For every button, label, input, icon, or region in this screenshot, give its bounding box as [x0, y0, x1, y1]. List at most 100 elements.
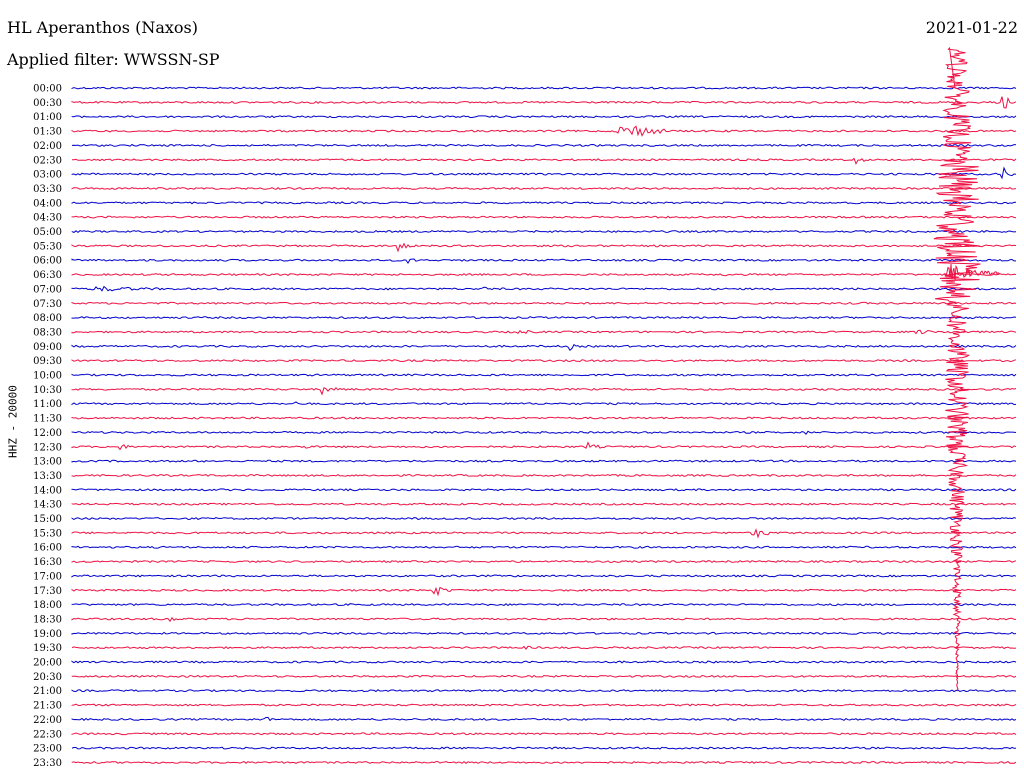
time-label: 13:00 — [33, 457, 62, 468]
filter-label: Applied filter: WWSSN-SP — [7, 50, 220, 69]
trace-line — [71, 430, 1017, 435]
trace-line — [71, 386, 1017, 396]
trace-line — [71, 631, 1017, 635]
trace-line — [71, 528, 1017, 539]
trace-line — [71, 301, 1017, 305]
time-label: 22:00 — [33, 715, 62, 726]
trace-line — [71, 586, 1017, 597]
trace-line — [71, 516, 1017, 520]
trace-line — [71, 166, 1017, 180]
trace-line — [71, 560, 1017, 564]
trace-line — [71, 343, 1017, 351]
time-label: 17:30 — [33, 586, 62, 597]
time-label: 23:00 — [33, 744, 62, 755]
trace-line — [71, 359, 1017, 363]
trace-line — [71, 285, 1017, 292]
time-label: 19:00 — [33, 629, 62, 640]
trace-line — [71, 229, 1017, 234]
time-label: 12:00 — [33, 428, 62, 439]
trace-line — [71, 215, 1017, 219]
trace-line — [71, 157, 1017, 165]
trace-line — [71, 258, 1016, 265]
time-label: 20:30 — [33, 672, 62, 683]
time-label: 13:30 — [33, 471, 62, 482]
trace-line — [71, 473, 1017, 477]
time-label: 09:00 — [33, 342, 62, 353]
time-label: 07:00 — [33, 284, 62, 295]
time-label: 15:00 — [33, 514, 62, 525]
trace-line — [71, 603, 1017, 607]
time-label: 10:00 — [33, 371, 62, 382]
earthquake-trace — [933, 46, 981, 692]
time-label: 06:30 — [33, 270, 62, 281]
time-label: 22:30 — [33, 729, 62, 740]
time-label: 11:00 — [33, 399, 62, 410]
time-label: 16:00 — [33, 543, 62, 554]
trace-line — [71, 373, 1017, 377]
time-label: 06:00 — [33, 256, 62, 267]
trace-line — [71, 86, 1017, 90]
time-label: 00:30 — [33, 98, 62, 109]
time-label: 02:30 — [33, 155, 62, 166]
time-label: 23:30 — [33, 758, 62, 769]
time-label: 05:00 — [33, 227, 62, 238]
trace-line — [71, 125, 1017, 137]
time-label: 00:00 — [33, 84, 62, 95]
trace-line — [71, 645, 1017, 650]
time-label: 02:00 — [33, 141, 62, 152]
station-title: HL Aperanthos (Naxos) — [7, 18, 198, 37]
trace-line — [71, 416, 1017, 420]
time-label: 18:30 — [33, 614, 62, 625]
earthquake-coda — [944, 263, 1001, 281]
trace-line — [71, 732, 1017, 736]
time-label: 05:30 — [33, 241, 62, 252]
time-label: 21:00 — [33, 686, 62, 697]
trace-line — [71, 502, 1017, 506]
time-label: 01:00 — [33, 112, 62, 123]
trace-line — [71, 143, 1017, 147]
trace-line — [71, 329, 1017, 335]
trace-line — [71, 746, 1016, 750]
trace-line — [71, 459, 1017, 463]
trace-line — [71, 441, 1017, 451]
trace-line — [71, 703, 1017, 707]
trace-line — [71, 316, 1017, 320]
trace-line — [71, 401, 1017, 406]
time-label: 10:30 — [33, 385, 62, 396]
record-date: 2021-01-22 — [925, 18, 1018, 37]
time-label: 16:30 — [33, 557, 62, 568]
trace-line — [71, 96, 1017, 109]
trace-lines — [71, 86, 1017, 764]
trace-line — [71, 760, 1017, 764]
trace-line — [71, 186, 1017, 190]
time-label: 08:30 — [33, 327, 62, 338]
time-label: 15:30 — [33, 528, 62, 539]
time-label: 03:00 — [33, 170, 62, 181]
time-label: 14:30 — [33, 500, 62, 511]
time-label: 11:30 — [33, 414, 62, 425]
trace-line — [71, 545, 1017, 549]
trace-line — [71, 674, 1017, 678]
time-label: 09:30 — [33, 356, 62, 367]
trace-line — [71, 488, 1017, 492]
time-label: 07:30 — [33, 299, 62, 310]
trace-line — [71, 273, 1017, 277]
time-label: 01:30 — [33, 127, 62, 138]
time-label: 12:30 — [33, 442, 62, 453]
trace-line — [71, 616, 1017, 623]
time-label: 18:00 — [33, 600, 62, 611]
trace-line — [71, 689, 1017, 693]
time-label: 19:30 — [33, 643, 62, 654]
trace-line — [71, 716, 1017, 722]
trace-line — [71, 201, 1017, 205]
trace-line — [71, 115, 1017, 119]
time-label: 17:00 — [33, 571, 62, 582]
seismic-events — [933, 46, 1001, 692]
time-label: 04:00 — [33, 198, 62, 209]
time-label: 20:00 — [33, 658, 62, 669]
trace-line — [71, 242, 1017, 253]
time-labels: 00:00 00:30 01:00 01:30 02:00 02:30 03:00 03:30… — [33, 84, 62, 769]
time-label: 03:30 — [33, 184, 62, 195]
time-label: 21:30 — [33, 701, 62, 712]
